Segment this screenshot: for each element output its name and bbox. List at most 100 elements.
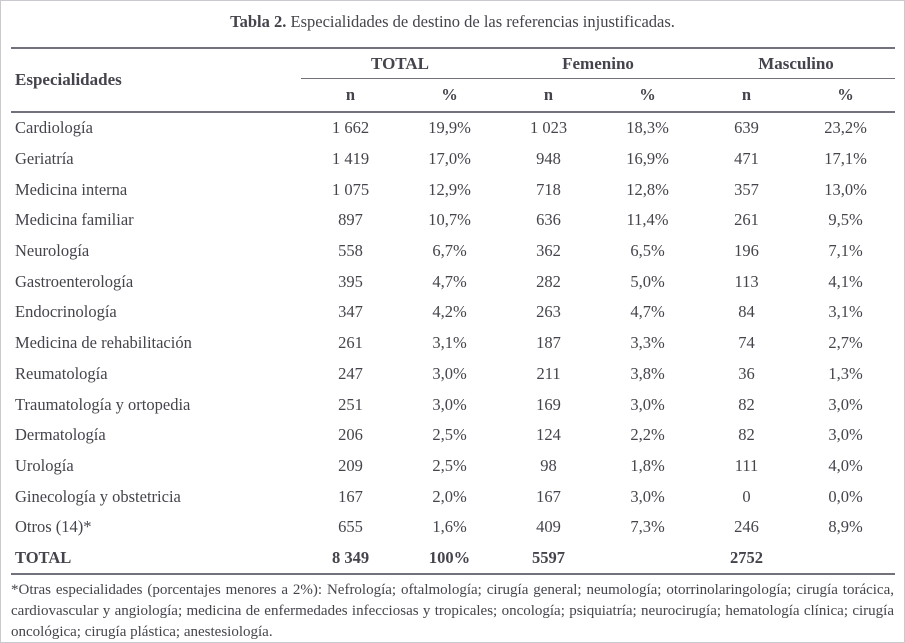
cell: 17,1% [824, 149, 867, 169]
cell: 2,5% [432, 455, 467, 475]
cell: 5597 [532, 547, 566, 567]
cell: 1 419 [331, 149, 370, 169]
row-label: Gastroenterología [15, 271, 134, 291]
row-label: TOTAL [15, 547, 72, 567]
cell: 17,0% [428, 149, 471, 169]
cell: 8 349 [331, 547, 370, 567]
cell: 2,7% [828, 333, 863, 353]
cell: 12,8% [626, 179, 669, 199]
row-label: Medicina de rehabilitación [15, 333, 192, 353]
table-row: Endocrinología 347 4,2% 263 4,7% 84 3,1% [11, 297, 895, 328]
table-caption: Tabla 2. Especialidades de destino de la… [1, 11, 904, 33]
cell: 639 [734, 118, 759, 138]
cell: 111 [734, 455, 759, 475]
cell: 36 [738, 363, 755, 383]
table-footnote: *Otras especialidades (porcentajes menor… [11, 582, 894, 640]
specialties-table: Especialidades TOTAL Femenino Masculino … [11, 47, 896, 576]
cell: 5,0% [630, 271, 665, 291]
cell: 718 [536, 179, 561, 199]
group-header-total: TOTAL [301, 48, 500, 79]
cell: 169 [536, 394, 561, 414]
cell: 3,1% [828, 302, 863, 322]
row-label: Medicina interna [15, 179, 128, 199]
cell: 471 [734, 149, 759, 169]
table-row: Dermatología 206 2,5% 124 2,2% 82 3,0% [11, 420, 895, 451]
row-label: Geriatría [15, 149, 74, 169]
cell: 1,3% [828, 363, 863, 383]
cell: 558 [338, 241, 363, 261]
cell: 10,7% [428, 210, 471, 230]
cell: 395 [338, 271, 363, 291]
cell: 409 [536, 517, 561, 537]
table-row: Urología 209 2,5% 98 1,8% 111 4,0% [11, 451, 895, 482]
table-row: Medicina familiar 897 10,7% 636 11,4% 261 9,5% [11, 205, 895, 236]
subheader-femenino-pct: % [598, 78, 698, 113]
cell: 7,1% [828, 241, 863, 261]
subheader-total-n: n [301, 78, 400, 113]
cell [598, 543, 697, 575]
cell: 167 [338, 486, 363, 506]
total-row: TOTAL 8 349 100% 5597 2752 [11, 543, 895, 575]
cell: 0,0% [828, 486, 863, 506]
cell: 13,0% [824, 179, 867, 199]
cell: 3,0% [630, 486, 665, 506]
cell: 6,5% [630, 241, 665, 261]
table-row: Gastroenterología 395 4,7% 282 5,0% 113 4,1% [11, 266, 895, 297]
cell: 2,5% [432, 425, 467, 445]
table-row: Medicina de rehabilitación 261 3,1% 187 3,3%… [11, 328, 895, 359]
cell: 187 [536, 333, 561, 353]
subheader-total-pct: % [400, 78, 500, 113]
table-row: Medicina interna 1 075 12,9% 718 12,8% 357 13,… [11, 174, 895, 205]
subheader-masculino-n: n [697, 78, 797, 113]
cell: 3,0% [828, 425, 863, 445]
row-label: Urología [15, 455, 74, 475]
cell: 4,2% [432, 302, 467, 322]
cell: 7,3% [630, 517, 665, 537]
cell: 167 [536, 486, 561, 506]
cell: 74 [738, 333, 755, 353]
cell: 3,1% [432, 333, 467, 353]
cell: 282 [536, 271, 561, 291]
cell: 251 [338, 394, 363, 414]
cell: 3,8% [630, 363, 665, 383]
row-label: Ginecología y obstetricia [15, 486, 181, 506]
cell: 0 [742, 486, 751, 506]
table-row: Ginecología y obstetricia 167 2,0% 167 3,0% 0… [11, 481, 895, 512]
cell: 261 [338, 333, 363, 353]
cell: 18,3% [626, 118, 669, 138]
cell: 362 [536, 241, 561, 261]
cell: 11,4% [626, 210, 669, 230]
cell: 1 023 [529, 118, 568, 138]
cell: 9,5% [828, 210, 863, 230]
cell: 3,3% [630, 333, 665, 353]
cell: 209 [338, 455, 363, 475]
row-label: Dermatología [15, 425, 106, 445]
cell: 4,7% [432, 271, 467, 291]
cell: 2,2% [630, 425, 665, 445]
cell: 8,9% [828, 517, 863, 537]
cell: 1 075 [331, 179, 370, 199]
cell: 261 [734, 210, 759, 230]
cell: 636 [536, 210, 561, 230]
cell: 16,9% [626, 149, 669, 169]
cell: 82 [738, 394, 755, 414]
cell: 3,0% [630, 394, 665, 414]
cell: 4,0% [828, 455, 863, 475]
cell: 263 [536, 302, 561, 322]
cell: 3,0% [828, 394, 863, 414]
cell: 124 [536, 425, 561, 445]
cell: 6,7% [432, 241, 467, 261]
table-caption-label: Tabla 2. [230, 12, 287, 31]
group-header-femenino: Femenino [499, 48, 698, 79]
table-row: Traumatología y ortopedia 251 3,0% 169 3,0% 8… [11, 389, 895, 420]
row-label: Otros (14)* [15, 517, 92, 537]
table-body: Cardiología 1 662 19,9% 1 023 18,3% 639 23,2% G… [11, 112, 895, 574]
cell: 3,0% [432, 363, 467, 383]
table-row: Geriatría 1 419 17,0% 948 16,9% 471 17,1% [11, 144, 895, 175]
row-label: Neurología [15, 241, 90, 261]
cell: 3,0% [432, 394, 467, 414]
subheader-masculino-pct: % [796, 78, 896, 113]
cell: 1,6% [432, 517, 467, 537]
table-row: Neurología 558 6,7% 362 6,5% 196 7,1% [11, 236, 895, 267]
